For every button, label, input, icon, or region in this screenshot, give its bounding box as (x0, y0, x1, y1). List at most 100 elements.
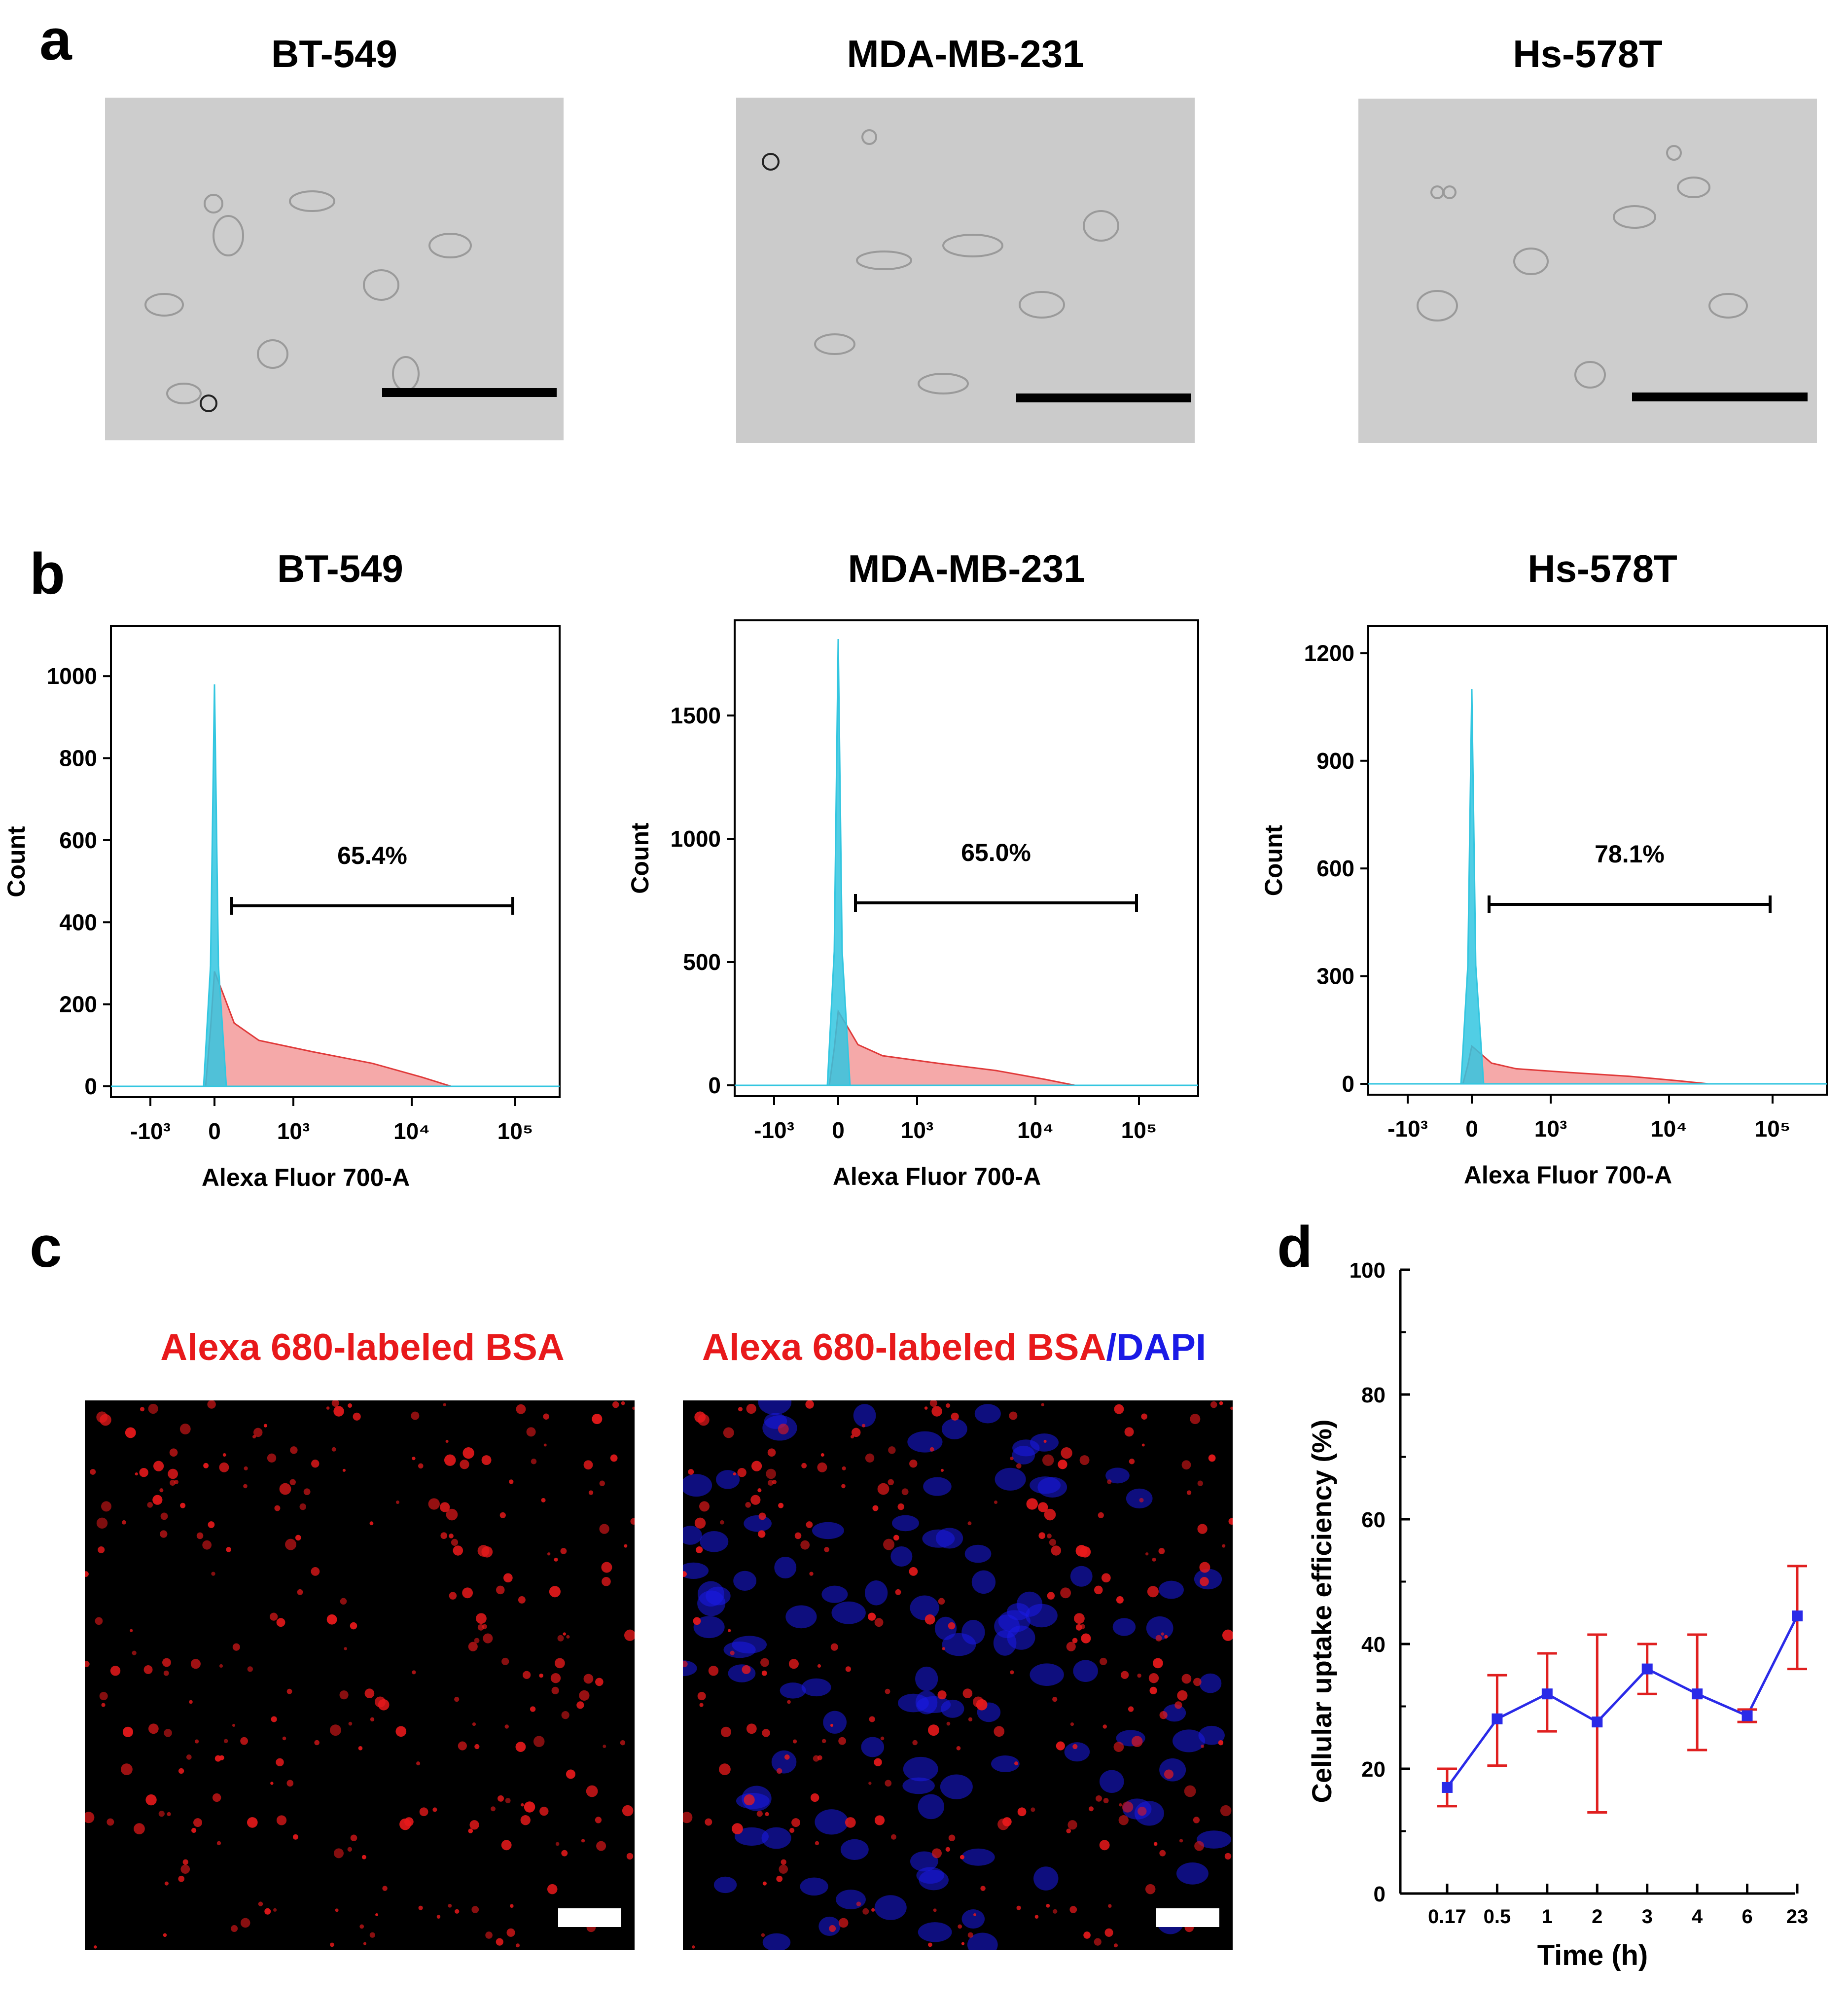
red-punctum (776, 1875, 783, 1882)
red-punctum (178, 1768, 184, 1774)
red-punctum (418, 1905, 423, 1910)
red-punctum (994, 1501, 998, 1504)
red-punctum (282, 1736, 286, 1741)
fluorescence-image-bsa (85, 1400, 635, 1950)
red-punctum (1058, 1460, 1067, 1469)
panel-a-title-3: Hs-578T (1513, 32, 1663, 75)
x-tick-label: 10³ (1534, 1116, 1567, 1142)
red-punctum (683, 1661, 688, 1668)
red-punctum (477, 1624, 484, 1631)
red-punctum (1096, 1795, 1102, 1802)
nucleus (831, 1601, 866, 1624)
data-point (1541, 1688, 1553, 1700)
red-punctum (361, 1855, 366, 1859)
histogram-3: Hs-578T 78.1% 0 300 600 900 1200 Count -10³ 0 10³ 1… (1260, 547, 1828, 1188)
red-punctum (163, 1933, 167, 1937)
red-punctum (1193, 1817, 1200, 1823)
x-tick-label: -10³ (754, 1117, 794, 1143)
red-punctum (1041, 1403, 1044, 1406)
scale-bar (1632, 393, 1808, 401)
x-tick-label: 0.17 (1428, 1906, 1466, 1928)
x-tick-label: 10⁵ (1121, 1117, 1157, 1143)
red-punctum (506, 1928, 515, 1937)
red-punctum (737, 1467, 746, 1477)
red-punctum (765, 1812, 769, 1817)
red-punctum (369, 1521, 374, 1526)
title-slash: / (1106, 1326, 1117, 1368)
y-tick-label: 200 (59, 992, 97, 1017)
red-punctum (273, 1908, 277, 1912)
red-punctum (125, 1427, 136, 1438)
red-punctum (1031, 1807, 1035, 1812)
red-punctum (1010, 1457, 1014, 1461)
red-punctum (1061, 1447, 1072, 1459)
y-tick-label: 600 (1316, 856, 1354, 881)
y-tick-label: 0 (1342, 1071, 1354, 1097)
red-punctum (498, 1795, 504, 1802)
red-punctum (99, 1692, 108, 1701)
red-punctum (504, 1724, 509, 1729)
red-punctum (1152, 1557, 1156, 1562)
red-punctum (1016, 1463, 1022, 1469)
red-punctum (581, 1839, 585, 1843)
red-punctum (1161, 1632, 1164, 1636)
red-punctum (592, 1414, 603, 1425)
red-punctum (412, 1670, 416, 1675)
x-tick-label: 23 (1786, 1906, 1809, 1928)
red-punctum (370, 1717, 375, 1722)
nucleus (1033, 1866, 1059, 1891)
uptake-efficiency-chart: 0 20 40 60 80 100 Cellular uptake efficiency (… (1306, 1258, 1809, 1971)
nucleus (1030, 1663, 1064, 1686)
red-punctum (208, 1521, 215, 1528)
red-punctum (784, 1754, 790, 1760)
red-punctum (554, 1557, 558, 1562)
red-punctum (946, 1403, 951, 1408)
nucleus (918, 1922, 952, 1942)
nucleus (1198, 1725, 1225, 1745)
red-punctum (1219, 1401, 1223, 1405)
red-punctum (557, 1635, 564, 1642)
red-punctum (279, 1483, 291, 1495)
x-tick-label: 4 (1692, 1906, 1703, 1928)
red-punctum (440, 1502, 450, 1512)
red-punctum (733, 1472, 736, 1476)
red-punctum (865, 1453, 875, 1463)
red-punctum (1113, 1943, 1118, 1948)
red-punctum (462, 1447, 474, 1459)
x-tick-label: 0 (1465, 1116, 1478, 1142)
red-punctum (160, 1512, 168, 1520)
nucleus (840, 1839, 869, 1860)
histogram-title: MDA-MB-231 (848, 547, 1085, 590)
red-punctum (742, 1665, 751, 1674)
red-punctum (543, 1413, 549, 1420)
red-punctum (1128, 1706, 1134, 1712)
title-dapi: DAPI (1116, 1326, 1207, 1368)
red-punctum (182, 1859, 188, 1865)
red-punctum (258, 1901, 263, 1906)
red-punctum (440, 1532, 448, 1539)
red-punctum (1141, 1413, 1147, 1420)
red-punctum (509, 1479, 514, 1484)
nucleus (734, 1827, 769, 1846)
red-punctum (1164, 1635, 1168, 1639)
red-punctum (333, 1406, 344, 1417)
red-punctum (303, 1488, 311, 1496)
red-punctum (485, 1931, 493, 1939)
x-tick-label: 10⁴ (1651, 1116, 1687, 1142)
nucleus (1173, 1729, 1206, 1752)
red-punctum (295, 1535, 301, 1541)
red-punctum (1066, 1642, 1076, 1651)
red-punctum (330, 1942, 334, 1947)
red-punctum (579, 1690, 590, 1701)
nucleus (697, 1581, 724, 1607)
red-punctum (1047, 1534, 1052, 1538)
red-punctum (476, 1613, 487, 1624)
red-punctum (841, 1484, 846, 1489)
x-tick-label: 10⁵ (498, 1118, 533, 1144)
red-punctum (350, 1622, 357, 1630)
red-punctum (474, 1638, 480, 1644)
red-punctum (602, 1577, 611, 1586)
red-punctum (576, 1701, 584, 1709)
data-point (1492, 1713, 1503, 1724)
y-tick-label: 1500 (671, 703, 721, 728)
